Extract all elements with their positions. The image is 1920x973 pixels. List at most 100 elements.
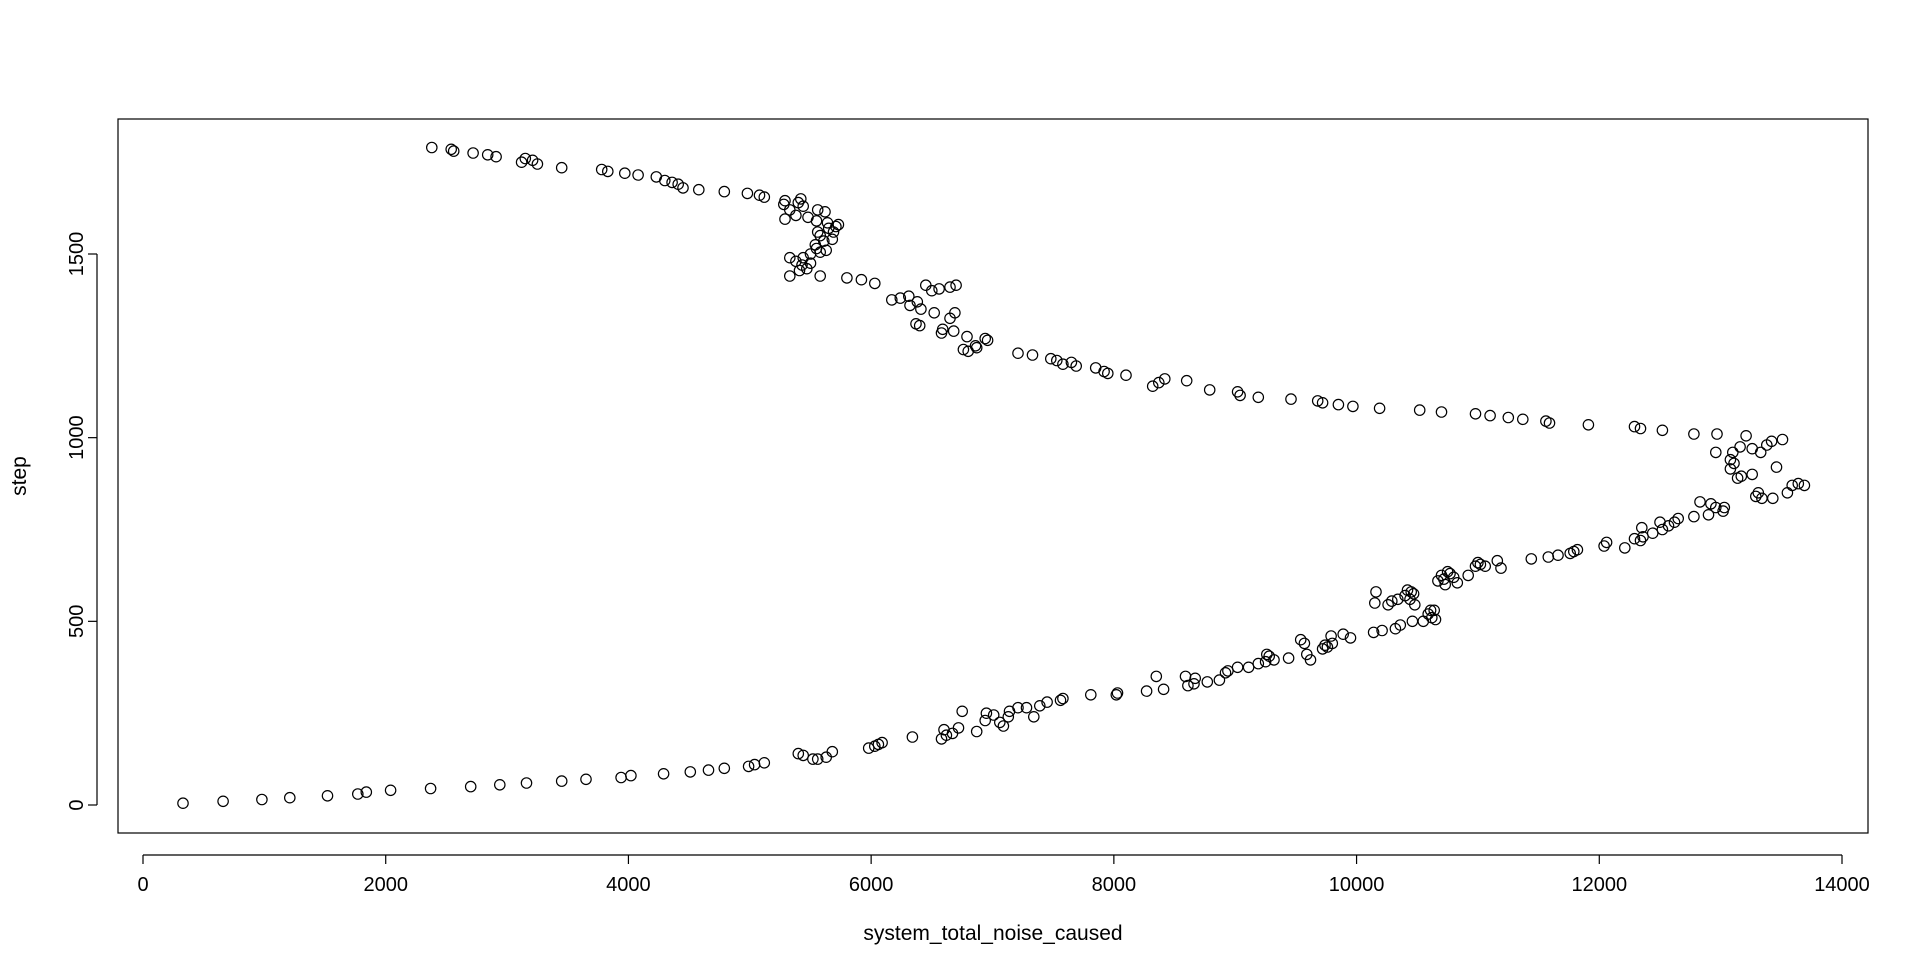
x-tick-label: 4000: [606, 874, 651, 896]
data-point: [1765, 435, 1778, 448]
data-point: [876, 736, 888, 749]
data-point: [1344, 632, 1357, 644]
data-point: [742, 760, 755, 773]
data-point: [177, 797, 189, 809]
data-point: [601, 165, 614, 178]
data-point: [1316, 396, 1329, 409]
data-point: [797, 251, 809, 264]
data-point: [1479, 560, 1491, 572]
data-point: [790, 209, 802, 222]
data-point: [1582, 418, 1595, 431]
data-point: [758, 756, 771, 769]
data-point: [650, 171, 663, 183]
data-point: [940, 729, 953, 741]
data-point: [1370, 586, 1382, 598]
data-point: [1153, 376, 1165, 389]
data-point: [424, 782, 437, 795]
plot-frame: [117, 118, 1869, 834]
data-point: [1337, 628, 1349, 640]
data-point: [906, 731, 919, 743]
data-point: [481, 149, 494, 161]
data-point: [1439, 578, 1451, 591]
data-point: [902, 290, 915, 302]
data-point: [947, 325, 960, 337]
data-point: [1201, 676, 1214, 688]
data-point: [1694, 496, 1706, 508]
data-point: [811, 204, 824, 216]
data-point: [868, 277, 881, 290]
data-point: [672, 178, 684, 190]
data-point: [1326, 637, 1339, 650]
data-point: [1502, 411, 1515, 424]
data-point: [447, 145, 460, 157]
data-point: [933, 283, 945, 295]
data-point: [1619, 542, 1631, 554]
data-point: [894, 292, 907, 304]
data-point: [981, 334, 994, 347]
data-point: [949, 306, 961, 319]
data-point: [555, 775, 568, 787]
data-point: [1150, 670, 1163, 683]
data-point: [1540, 415, 1552, 427]
data-point: [970, 725, 983, 738]
data-point: [632, 169, 644, 181]
data-point: [595, 163, 608, 176]
data-point: [445, 143, 457, 156]
data-point: [615, 771, 627, 784]
data-point: [807, 753, 819, 765]
data-point: [1740, 429, 1752, 442]
data-point: [826, 233, 839, 246]
data-point: [1282, 652, 1295, 664]
data-point: [1746, 468, 1758, 481]
data-point: [1600, 536, 1613, 549]
data-point: [904, 299, 916, 312]
x-tick-label: 6000: [849, 874, 894, 896]
data-point: [961, 330, 973, 343]
data-point: [935, 327, 948, 339]
data-point: [692, 183, 705, 196]
data-point: [814, 270, 826, 282]
data-point: [1469, 407, 1482, 420]
x-tick-label: 0: [137, 874, 148, 896]
data-point: [1688, 510, 1700, 523]
data-point: [1002, 710, 1015, 723]
y-tick-labels: 0 500 1000 1500: [66, 232, 97, 811]
data-point: [1668, 516, 1681, 528]
data-point: [702, 764, 715, 776]
data-point: [1120, 369, 1132, 381]
data-point: [657, 767, 670, 780]
data-point: [957, 343, 970, 356]
data-point: [1469, 560, 1482, 572]
y-tick-label: 500: [66, 605, 88, 638]
data-point: [1552, 549, 1564, 561]
data-point: [467, 147, 479, 159]
data-point: [980, 707, 993, 719]
data-point: [1734, 441, 1746, 453]
data-point: [625, 769, 637, 782]
data-point: [1268, 654, 1280, 666]
data-point: [718, 185, 731, 198]
data-point: [1428, 604, 1440, 617]
data-point: [832, 218, 845, 231]
data-point: [792, 747, 805, 760]
data-point: [1767, 492, 1779, 505]
data-point: [1298, 637, 1311, 650]
data-point: [1451, 576, 1464, 589]
data-point: [618, 167, 631, 179]
data-point: [1525, 553, 1538, 565]
data-point: [1491, 554, 1504, 567]
data-point: [1231, 661, 1244, 674]
data-point: [1252, 391, 1265, 404]
data-point: [792, 196, 805, 209]
y-tick-label: 1000: [66, 415, 88, 460]
y-axis-title: step: [8, 456, 31, 496]
x-tick-label: 8000: [1092, 874, 1137, 896]
data-point: [804, 257, 817, 269]
y-tick-label: 1500: [66, 232, 88, 277]
data-point: [283, 791, 296, 804]
data-point: [1369, 597, 1381, 609]
data-point: [1672, 512, 1684, 525]
data-point: [1571, 543, 1584, 556]
data-point: [464, 780, 477, 793]
data-point: [1636, 521, 1648, 534]
